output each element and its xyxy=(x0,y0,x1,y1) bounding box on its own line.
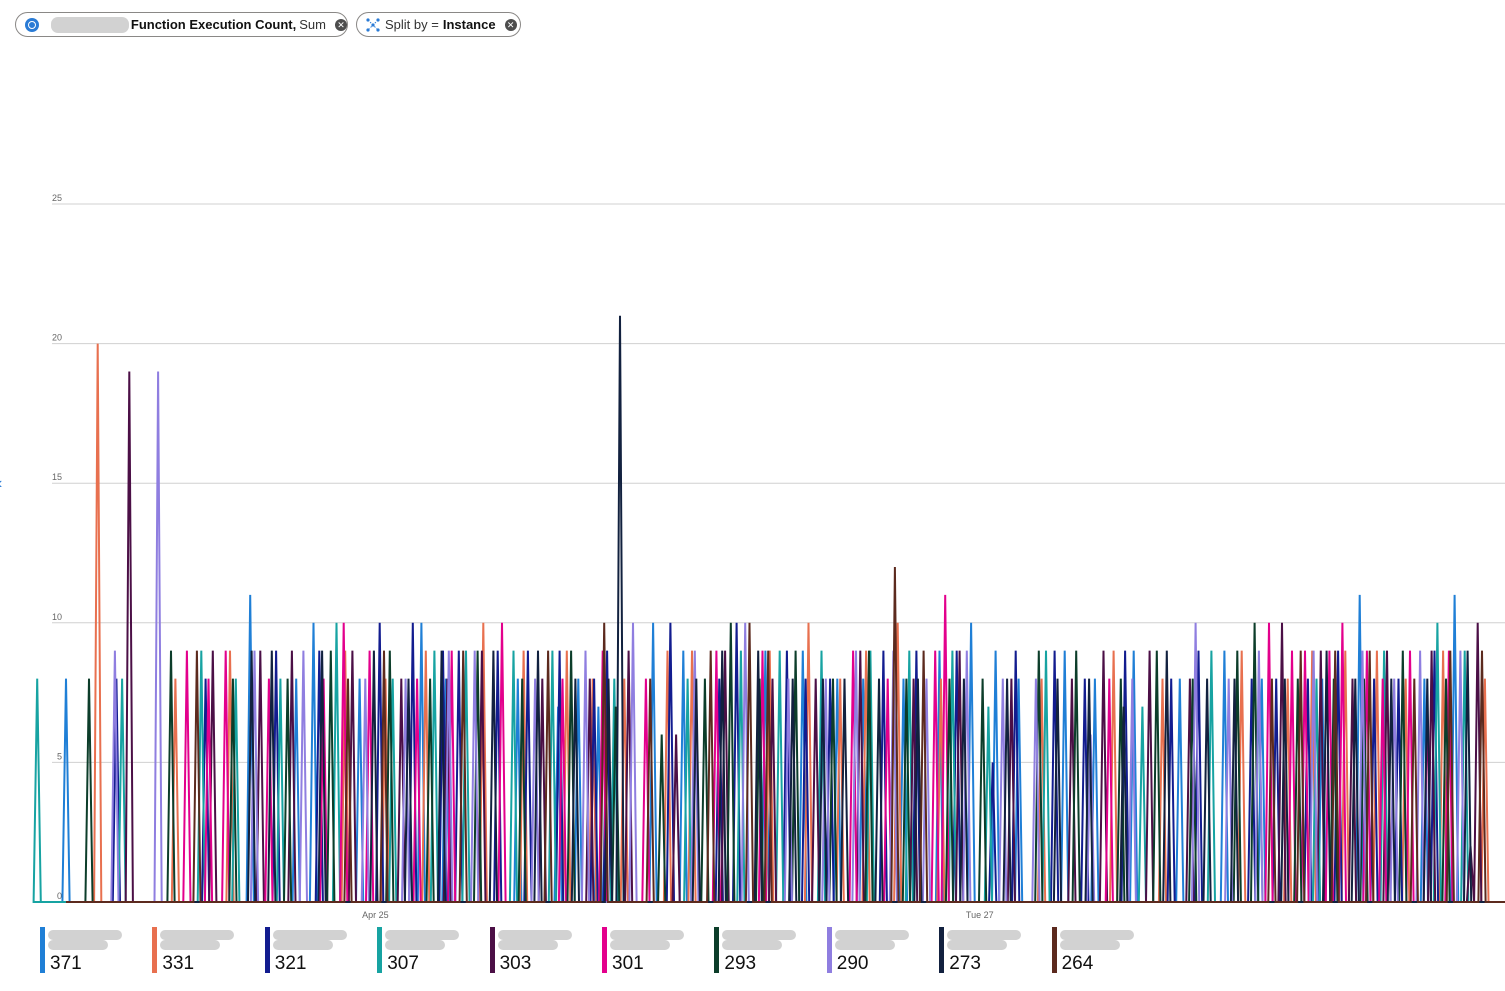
legend-total-value: 303 xyxy=(499,953,532,974)
split-dimension: Instance xyxy=(442,17,496,32)
legend-total-value: 293 xyxy=(724,953,757,974)
redacted-instance-name xyxy=(1059,930,1134,940)
legend-color-swatch xyxy=(40,927,45,973)
redacted-instance-name xyxy=(947,940,1008,950)
remove-split-close-icon[interactable]: ✕ xyxy=(504,18,517,31)
series-line-7[interactable] xyxy=(66,622,1505,903)
chart-legend: 371 331 321 307 303 301 293 290 273 264 xyxy=(0,927,1200,977)
redacted-instance-name xyxy=(272,940,333,950)
redacted-instance-name xyxy=(834,940,895,950)
redacted-instance-name xyxy=(1059,940,1120,950)
redacted-instance-name xyxy=(947,930,1022,940)
metric-aggregation: Sum xyxy=(299,17,326,32)
legend-total-value: 273 xyxy=(949,953,981,974)
redacted-instance-name xyxy=(160,940,221,950)
y-tick-label: 0 xyxy=(57,891,62,901)
redacted-instance-name xyxy=(385,940,446,950)
legend-total-value: 307 xyxy=(387,953,419,974)
legend-total-value: 331 xyxy=(162,953,195,974)
y-tick-label: 25 xyxy=(52,193,62,203)
resource-icon xyxy=(25,17,39,32)
redacted-instance-name xyxy=(722,930,797,940)
legend-color-swatch xyxy=(1051,927,1057,973)
legend-color-swatch xyxy=(377,927,383,973)
legend-total-value: 264 xyxy=(1061,953,1094,974)
split-by-pill[interactable]: Split by = Instance ✕ xyxy=(356,12,521,37)
metric-name: Function Execution Count, xyxy=(130,17,297,32)
x-tick-label: Apr 25 xyxy=(362,910,389,920)
series-lines xyxy=(32,315,1505,903)
redacted-instance-name xyxy=(497,930,572,940)
split-icon xyxy=(366,17,380,32)
axis-labels: 0 5 10 15 20 25 Apr 25 Tue 27 xyxy=(52,193,994,920)
legend-total-value: 371 xyxy=(50,953,82,974)
x-tick-label: Tue 27 xyxy=(966,910,994,920)
legend-color-swatch xyxy=(489,927,495,973)
redacted-instance-name xyxy=(610,940,670,950)
remove-metric-close-icon[interactable]: ✕ xyxy=(335,18,347,31)
redacted-instance-name xyxy=(272,930,347,940)
redacted-instance-name xyxy=(48,940,108,950)
redacted-instance-name xyxy=(48,930,122,940)
legend-color-swatch xyxy=(602,927,607,973)
y-tick-label: 15 xyxy=(52,472,62,482)
legend-color-swatch xyxy=(826,927,832,973)
redacted-resource-name xyxy=(51,16,129,33)
legend-total-value: 290 xyxy=(836,953,869,974)
legend-total-value: 321 xyxy=(274,953,307,974)
legend-color-swatch xyxy=(714,927,720,973)
redacted-instance-name xyxy=(160,930,235,940)
y-tick-label: 10 xyxy=(52,612,62,622)
y-tick-label: 20 xyxy=(52,333,62,343)
line-chart: 0 5 10 15 20 25 Apr 25 Tue 27 xyxy=(32,193,1505,920)
series-line-10[interactable] xyxy=(66,566,1505,903)
redacted-instance-name xyxy=(834,930,909,940)
series-line-9[interactable] xyxy=(66,315,1505,903)
legend-color-swatch xyxy=(264,927,270,973)
split-prefix: Split by = xyxy=(385,17,439,32)
legend-color-swatch xyxy=(152,927,158,973)
chevron-left-icon[interactable]: ‹ xyxy=(0,476,2,492)
redacted-instance-name xyxy=(610,930,684,940)
metric-pill[interactable]: Function Execution Count, Sum ✕ xyxy=(15,12,348,37)
legend-color-swatch xyxy=(939,927,945,973)
y-tick-label: 5 xyxy=(57,751,62,761)
legend-total-value: 301 xyxy=(612,953,644,974)
redacted-instance-name xyxy=(722,940,783,950)
redacted-instance-name xyxy=(497,940,558,950)
redacted-instance-name xyxy=(385,930,460,940)
